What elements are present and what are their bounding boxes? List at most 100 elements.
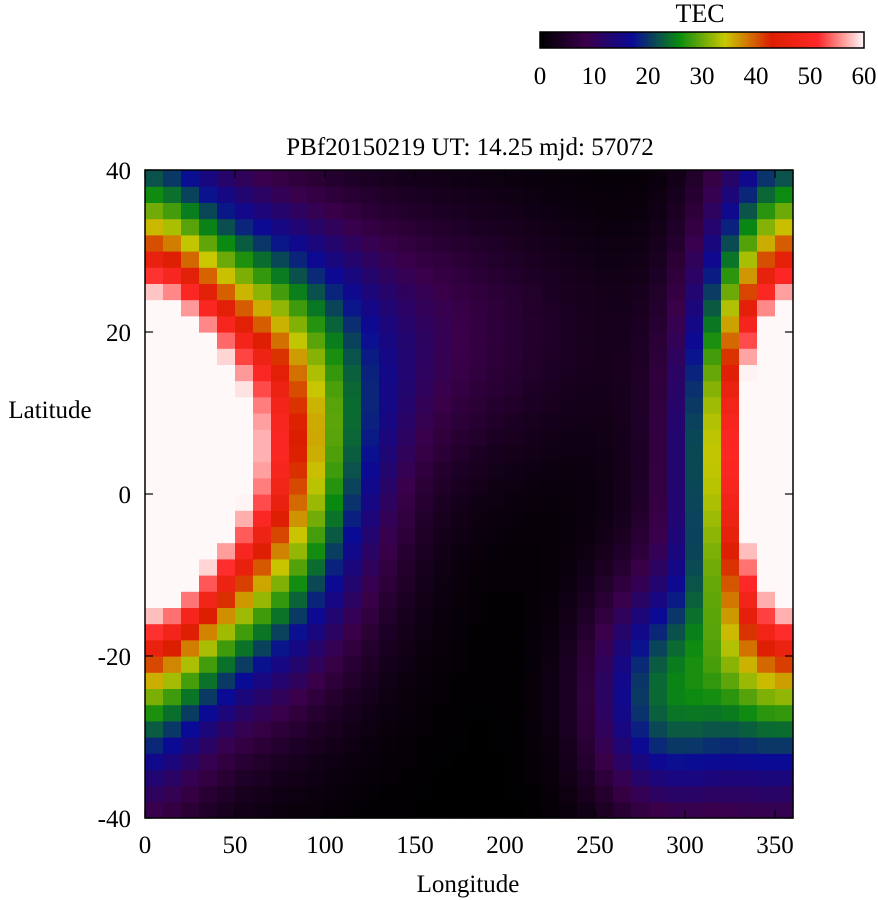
heatmap-cell	[667, 542, 686, 560]
heatmap-cell	[163, 267, 182, 284]
heatmap-cell	[685, 720, 704, 738]
heatmap-cell	[397, 510, 416, 527]
heatmap-cell	[595, 251, 614, 268]
heatmap-cell	[433, 639, 452, 657]
heatmap-cell	[541, 315, 560, 333]
heatmap-cell	[595, 639, 614, 657]
heatmap-cell	[487, 639, 506, 657]
heatmap-cell	[217, 494, 236, 511]
heatmap-cell	[613, 332, 632, 349]
heatmap-cell	[667, 656, 686, 673]
heatmap-cell	[631, 688, 650, 706]
x-tick-label: 50	[223, 832, 248, 859]
heatmap-cell	[415, 542, 434, 560]
heatmap-cell	[433, 510, 452, 527]
heatmap-cell	[523, 737, 542, 754]
heatmap-cell	[307, 558, 326, 576]
heatmap-cell	[757, 202, 776, 220]
heatmap-cell	[379, 672, 398, 689]
heatmap-cell	[433, 704, 452, 722]
heatmap-cell	[721, 639, 740, 657]
heatmap-cell	[487, 769, 506, 787]
heatmap-cell	[667, 639, 686, 657]
heatmap-cell	[217, 704, 236, 722]
heatmap-cell	[379, 332, 398, 349]
heatmap-cell	[757, 315, 776, 333]
heatmap-cell	[757, 332, 776, 349]
heatmap-cell	[469, 251, 488, 268]
heatmap-cell	[415, 510, 434, 527]
heatmap-cell	[613, 364, 632, 382]
heatmap-cell	[487, 299, 506, 317]
heatmap-cell	[163, 526, 182, 544]
heatmap-cell	[469, 413, 488, 430]
heatmap-cell	[541, 526, 560, 544]
heatmap-cell	[199, 348, 218, 365]
heatmap-cell	[451, 575, 470, 592]
heatmap-cell	[343, 785, 362, 803]
heatmap-cell	[181, 656, 200, 673]
heatmap-cell	[559, 445, 578, 463]
heatmap-cell	[685, 785, 704, 803]
heatmap-cell	[307, 218, 326, 236]
heatmap-cell	[469, 542, 488, 560]
heatmap-cell	[757, 364, 776, 382]
heatmap-cell	[379, 413, 398, 430]
heatmap-cell	[469, 801, 488, 819]
heatmap-cell	[703, 299, 722, 317]
heatmap-cell	[415, 785, 434, 803]
heatmap-cell	[217, 396, 236, 414]
heatmap-cell	[523, 186, 542, 203]
heatmap-cell	[361, 348, 380, 365]
heatmap-cell	[739, 315, 758, 333]
heatmap-cell	[721, 672, 740, 689]
heatmap-cell	[559, 688, 578, 706]
heatmap-cell	[577, 785, 596, 803]
heatmap-cell	[757, 218, 776, 236]
heatmap-cell	[451, 202, 470, 220]
heatmap-cell	[199, 364, 218, 382]
heatmap-cell	[505, 332, 524, 349]
heatmap-cell	[487, 477, 506, 495]
heatmap-cell	[667, 785, 686, 803]
heatmap-cell	[577, 575, 596, 592]
heatmap-cell	[253, 380, 272, 398]
heatmap-cell	[307, 623, 326, 641]
heatmap-cell	[199, 639, 218, 657]
heatmap-cell	[163, 704, 182, 722]
heatmap-cell	[451, 170, 470, 187]
heatmap-cell	[217, 801, 236, 819]
heatmap-cell	[343, 477, 362, 495]
heatmap-cell	[217, 477, 236, 495]
heatmap-cell	[775, 299, 794, 317]
heatmap-cell	[253, 623, 272, 641]
heatmap-cell	[523, 575, 542, 592]
heatmap-cell	[397, 380, 416, 398]
heatmap-cell	[703, 558, 722, 576]
heatmap-cell	[325, 558, 344, 576]
colorbar-tick-label: 20	[636, 63, 661, 90]
heatmap-cell	[235, 218, 254, 236]
heatmap-cell	[199, 429, 218, 446]
heatmap-cell	[433, 801, 452, 819]
heatmap-cell	[649, 639, 668, 657]
heatmap-cell	[721, 218, 740, 236]
heatmap-cell	[595, 332, 614, 349]
x-tick-label: 0	[139, 832, 152, 859]
x-tick-label: 150	[396, 832, 434, 859]
heatmap-cell	[379, 720, 398, 738]
heatmap-cell	[253, 769, 272, 787]
heatmap-cell	[451, 558, 470, 576]
heatmap-cell	[721, 785, 740, 803]
heatmap-cell	[613, 380, 632, 398]
heatmap-cell	[433, 332, 452, 349]
heatmap-cell	[487, 720, 506, 738]
colorbar-tick-label: 30	[690, 63, 715, 90]
heatmap-cell	[703, 429, 722, 446]
heatmap-cell	[613, 526, 632, 544]
heatmap-cell	[235, 364, 254, 382]
heatmap-cell	[145, 688, 164, 706]
heatmap-cell	[289, 218, 308, 236]
heatmap-cell	[541, 656, 560, 673]
heatmap-cell	[703, 720, 722, 738]
